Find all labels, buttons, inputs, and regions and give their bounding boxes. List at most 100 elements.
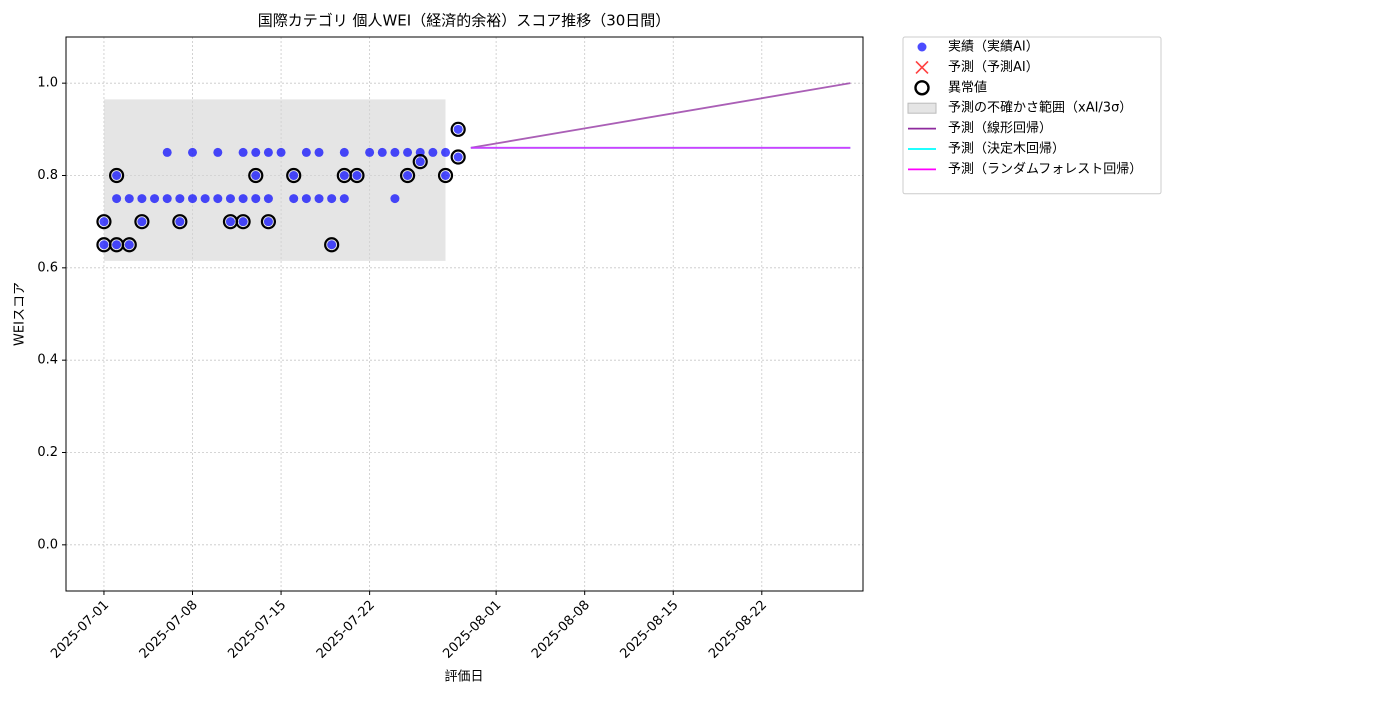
x-tick-label: 2025-07-15	[225, 598, 289, 662]
data-point	[390, 194, 400, 204]
legend-label: 予測の不確かさ範囲（xAI/3σ）	[948, 100, 1132, 116]
data-point	[124, 240, 134, 250]
anomaly-point	[235, 214, 251, 230]
anomaly-point	[450, 149, 466, 165]
anomaly-point	[172, 214, 188, 230]
x-tick-label: 2025-08-15	[618, 598, 682, 662]
y-tick-label: 0.2	[37, 445, 58, 460]
data-point	[124, 194, 134, 204]
data-point	[238, 194, 248, 204]
data-point	[162, 147, 172, 157]
data-point	[188, 194, 198, 204]
uncertainty-band	[103, 99, 446, 261]
legend-label: 予測（ランダムフォレスト回帰）	[948, 161, 1142, 177]
legend-label: 異常値	[948, 79, 987, 95]
anomaly-point	[260, 214, 277, 230]
data-point	[441, 147, 451, 157]
data-point	[327, 194, 337, 204]
data-point	[112, 194, 122, 204]
anomaly-point	[412, 154, 428, 170]
data-point	[213, 147, 223, 157]
data-point	[162, 194, 172, 204]
data-point	[137, 217, 147, 227]
x-tick-label: 2025-08-08	[529, 598, 593, 662]
data-point	[289, 194, 299, 204]
plot-area	[96, 82, 851, 261]
y-tick-label: 0.4	[37, 353, 58, 368]
data-point	[403, 147, 413, 157]
data-point	[150, 194, 160, 204]
axes-frame	[65, 36, 864, 592]
data-point	[453, 152, 463, 162]
anomaly-point	[437, 167, 454, 184]
data-point	[251, 194, 261, 204]
data-point	[301, 194, 311, 204]
x-tick-label: 2025-08-22	[706, 598, 770, 662]
data-point	[213, 194, 223, 204]
legend-label: 予測（予測AI）	[948, 60, 1039, 75]
y-tick-label: 0.6	[37, 260, 58, 275]
y-axis-label: WEIスコア	[13, 282, 28, 346]
data-point	[289, 171, 299, 180]
anomaly-point	[121, 237, 137, 253]
data-point	[314, 194, 324, 204]
anomaly-point	[286, 167, 302, 184]
x-axis-label: 評価日	[444, 670, 483, 685]
y-tick-label: 0.0	[37, 537, 58, 552]
data-point	[225, 194, 235, 204]
legend-label: 予測（線形回帰）	[948, 120, 1052, 136]
data-point	[238, 217, 248, 227]
data-point	[428, 147, 438, 157]
data-point	[339, 147, 349, 157]
anomaly-point	[324, 237, 340, 253]
data-point	[339, 194, 349, 204]
anomaly-point	[96, 214, 112, 230]
data-point	[263, 194, 273, 204]
data-point	[352, 171, 362, 180]
data-point	[112, 240, 122, 250]
anomaly-point	[134, 214, 150, 230]
legend-box	[902, 36, 1162, 195]
prediction-line	[470, 82, 851, 149]
x-tick-label: 2025-07-01	[48, 598, 112, 662]
data-point	[441, 171, 451, 180]
data-point	[390, 147, 400, 157]
data-point	[251, 171, 261, 180]
data-point	[99, 240, 109, 250]
x-tick-label: 2025-07-08	[137, 598, 201, 662]
data-point	[377, 147, 387, 157]
legend-symbol	[907, 102, 937, 114]
data-point	[327, 240, 337, 250]
data-point	[137, 194, 147, 204]
anomaly-point	[450, 121, 466, 137]
x-tick-label: 2025-07-22	[314, 598, 378, 662]
data-point	[415, 157, 425, 167]
data-point	[112, 171, 122, 180]
data-point	[453, 124, 463, 134]
data-point	[238, 147, 248, 157]
data-point	[276, 147, 286, 157]
data-point	[188, 147, 198, 157]
anomaly-point	[399, 167, 416, 184]
x-tick-label: 2025-08-01	[440, 598, 504, 662]
legend-label: 予測（決定木回帰）	[948, 141, 1065, 157]
data-point	[251, 147, 261, 157]
anomaly-point	[349, 167, 365, 184]
legend-symbol	[917, 42, 927, 52]
data-point	[314, 147, 324, 157]
legend-label: 実績（実績AI）	[948, 39, 1039, 55]
data-point	[403, 171, 413, 180]
y-tick-label: 1.0	[37, 76, 58, 91]
data-point	[175, 194, 185, 204]
chart-title: 国際カテゴリ 個人WEI（経済的余裕）スコア推移（30日間）	[258, 12, 671, 30]
legend-symbol	[914, 80, 930, 96]
anomaly-point	[248, 167, 264, 184]
anomaly-point	[109, 167, 125, 184]
data-point	[365, 147, 375, 157]
data-point	[263, 147, 273, 157]
data-point	[99, 217, 109, 227]
legend-symbol	[915, 60, 929, 74]
data-point	[263, 217, 273, 227]
y-tick-label: 0.8	[37, 168, 58, 183]
